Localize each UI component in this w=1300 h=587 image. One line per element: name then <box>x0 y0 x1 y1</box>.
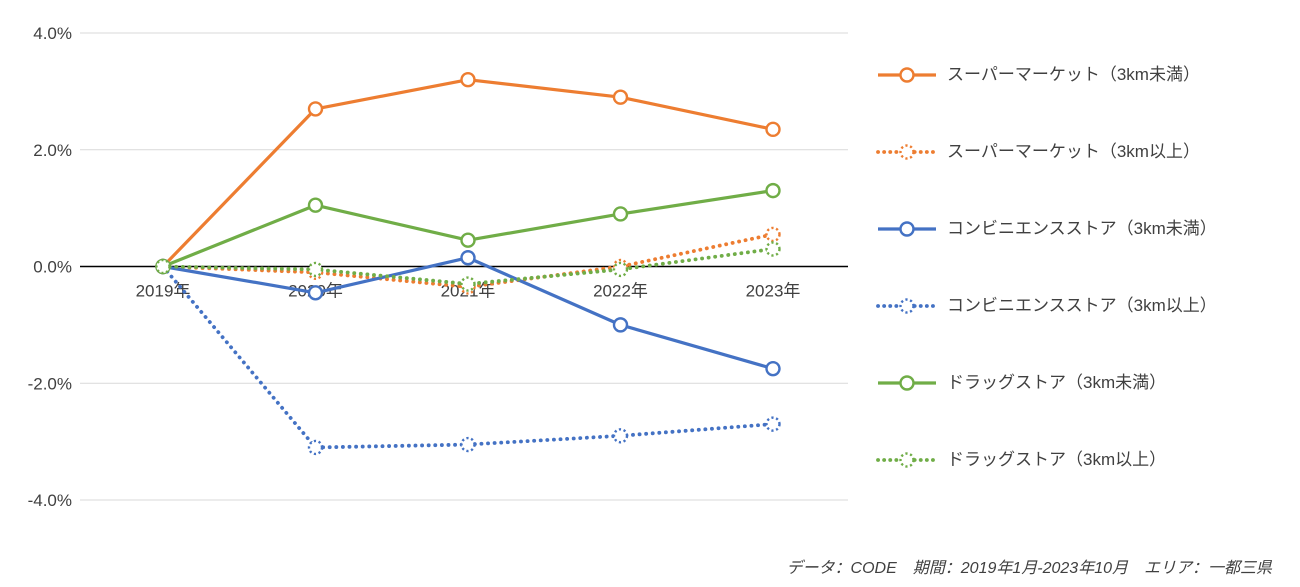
data-point <box>460 71 476 88</box>
legend-solid-line-marker-icon <box>878 374 936 391</box>
data-point <box>765 121 781 138</box>
data-point <box>307 285 324 301</box>
legend-item: ドラッグストア（3km以上） <box>876 449 1217 470</box>
legend-dotted-line-marker-icon <box>876 297 938 314</box>
y-tick-label: -4.0% <box>28 491 72 510</box>
legend-label: スーパーマーケット（3km以上） <box>947 142 1200 161</box>
y-tick-label: 2.0% <box>33 141 72 160</box>
data-point <box>612 428 629 444</box>
data-source-note: データ：CODE 期間：2019年1月-2023年10月 エリア：一都三県 <box>786 560 1272 577</box>
legend-item: スーパーマーケット（3km以上） <box>876 141 1217 162</box>
data-point <box>612 89 629 105</box>
data-point <box>307 439 324 456</box>
line-chart: 4.0%2.0%0.0%-2.0%-4.0%2019年2020年2021年202… <box>28 24 848 510</box>
data-point <box>612 261 629 278</box>
data-point <box>460 276 476 292</box>
legend-label: スーパーマーケット（3km未満） <box>947 65 1200 84</box>
series-line <box>162 256 774 371</box>
legend-label: ドラッグストア（3km以上） <box>947 450 1167 469</box>
x-tick-label: 2019年 <box>136 282 191 301</box>
data-point <box>612 317 629 333</box>
data-point <box>460 436 476 453</box>
legend-label: コンビニエンスストア（3km未満） <box>947 219 1217 238</box>
legend-label: ドラッグストア（3km未満） <box>947 373 1167 392</box>
data-point <box>460 250 476 266</box>
y-tick-label: 0.0% <box>33 258 72 277</box>
legend-item: コンビニエンスストア（3km以上） <box>876 295 1217 316</box>
data-point <box>155 258 171 275</box>
data-point <box>460 232 476 248</box>
data-point <box>765 182 781 199</box>
x-tick-label: 2022年 <box>593 282 648 301</box>
data-point <box>307 197 324 213</box>
legend-item: コンビニエンスストア（3km未満） <box>876 218 1217 239</box>
legend-item: スーパーマーケット（3km未満） <box>876 64 1217 85</box>
data-point <box>307 261 324 278</box>
legend-solid-line-marker-icon <box>878 220 936 237</box>
y-tick-label: -2.0% <box>28 374 72 393</box>
legend-item: ドラッグストア（3km未満） <box>876 372 1217 393</box>
legend-solid-line-marker-icon <box>878 66 936 83</box>
legend-dotted-line-marker-icon <box>876 143 938 160</box>
legend-dotted-line-marker-icon <box>876 451 938 468</box>
data-point <box>307 101 324 117</box>
data-point <box>765 416 781 432</box>
data-point <box>612 206 629 222</box>
chart-legend: スーパーマーケット（3km未満） スーパーマーケット（3km以上） コンビニエンスス… <box>876 64 1217 470</box>
legend-label: コンビニエンスストア（3km以上） <box>947 296 1217 315</box>
data-point <box>765 241 781 257</box>
y-tick-label: 4.0% <box>33 24 72 43</box>
data-point <box>765 226 781 243</box>
x-tick-label: 2023年 <box>746 282 801 301</box>
data-point <box>765 360 781 377</box>
